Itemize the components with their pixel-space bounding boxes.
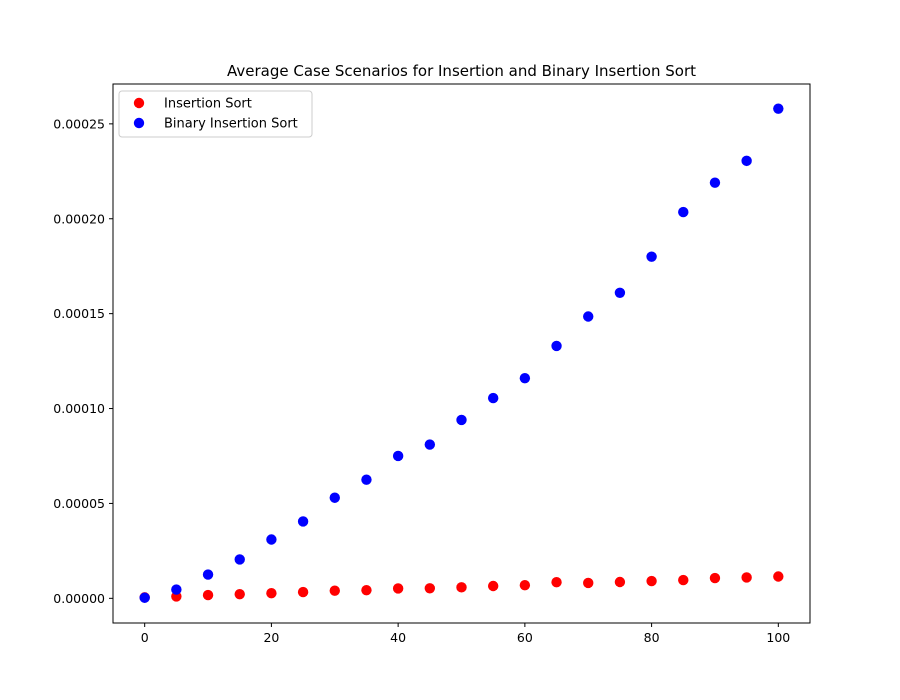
insertion-sort-point [297, 586, 309, 598]
binary-insertion-sort-point [297, 516, 309, 527]
data-points [139, 103, 784, 603]
legend-label: Insertion Sort [164, 97, 252, 112]
x-tick-label: 80 [644, 630, 660, 645]
binary-insertion-sort-point [424, 439, 436, 450]
insertion-sort-point [773, 571, 784, 582]
binary-insertion-sort-point [234, 554, 245, 565]
legend-label: Binary Insertion Sort [164, 117, 298, 132]
insertion-sort-point [329, 585, 340, 596]
y-tick-label: 0.00020 [53, 211, 105, 226]
x-tick-label: 40 [390, 630, 406, 645]
x-tick-label: 0 [141, 630, 149, 645]
insertion-sort-point [551, 576, 562, 588]
plot-area [112, 83, 811, 624]
y-tick-label: 0.00015 [53, 306, 105, 321]
binary-insertion-sort-point [709, 177, 721, 188]
insertion-sort-point [646, 575, 657, 587]
binary-insertion-sort-point [202, 569, 214, 580]
binary-insertion-sort-point [773, 103, 784, 114]
x-tick-label: 100 [766, 630, 790, 645]
insertion-sort-point [392, 583, 404, 594]
binary-insertion-sort-point [392, 450, 404, 462]
y-tick-label: 0.00005 [53, 496, 105, 511]
insertion-sort-point [709, 572, 721, 584]
insertion-sort-point [361, 584, 372, 596]
binary-insertion-sort-point [487, 392, 499, 404]
x-axis: 0 20 40 60 80 100 [141, 623, 790, 645]
binary-insertion-sort-point [456, 414, 467, 426]
y-axis: 0.00000 0.00005 0.00010 0.00015 0.00020 0.000… [53, 116, 113, 606]
binary-insertion-sort-point [519, 372, 531, 384]
binary-insertion-sort-point [139, 592, 150, 603]
legend-box [118, 90, 313, 138]
legend: Insertion Sort Binary Insertion Sort [118, 90, 313, 138]
binary-insertion-sort-point [171, 584, 182, 595]
insertion-sort-point [583, 577, 594, 589]
binary-insertion-sort-point [329, 492, 340, 503]
insertion-sort-point [519, 580, 531, 591]
y-tick-label: 0.00010 [53, 401, 105, 416]
binary-insertion-sort-point [678, 206, 689, 218]
binary-insertion-sort-point [741, 155, 752, 167]
binary-insertion-sort-point [361, 474, 372, 485]
insertion-sort-point [234, 588, 245, 600]
y-tick-label: 0.00000 [53, 591, 105, 606]
legend-marker [133, 117, 145, 129]
chart-title: Average Case Scenarios for Insertion and… [227, 62, 696, 80]
binary-insertion-sort-point [551, 340, 562, 352]
insertion-sort-point [487, 580, 499, 592]
insertion-sort-point [456, 582, 467, 593]
insertion-sort-point [202, 589, 214, 601]
insertion-sort-point [614, 576, 626, 588]
x-tick-label: 20 [263, 630, 279, 645]
y-tick-label: 0.00025 [53, 116, 105, 131]
x-tick-label: 60 [517, 630, 533, 645]
insertion-sort-point [741, 572, 752, 583]
binary-insertion-sort-point [614, 287, 626, 298]
binary-insertion-sort-point [266, 534, 277, 545]
insertion-sort-point [678, 574, 689, 586]
insertion-sort-point [424, 583, 436, 594]
binary-insertion-sort-point [583, 311, 594, 322]
legend-marker [133, 97, 145, 109]
insertion-sort-point [266, 588, 277, 599]
binary-insertion-sort-point [646, 251, 657, 262]
